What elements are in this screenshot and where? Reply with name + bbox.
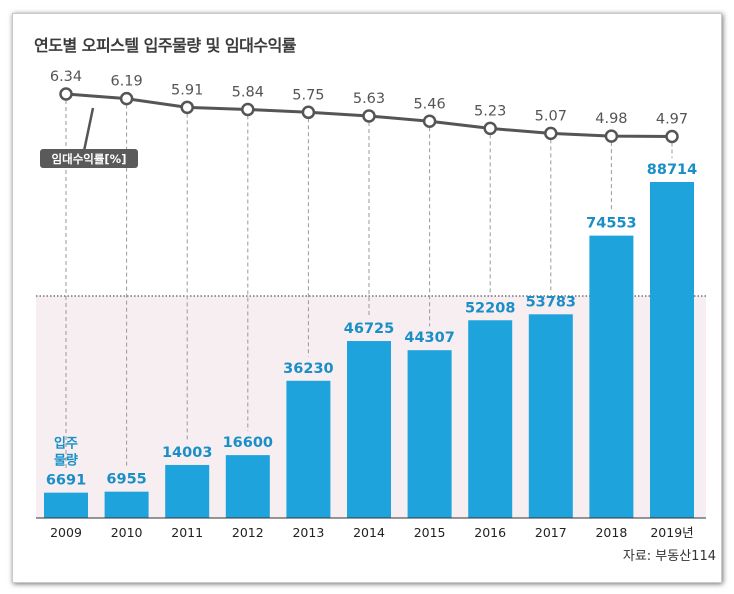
line-series-label-box [40,149,138,168]
line-point [665,129,679,144]
bar-value-label: 44307 [404,330,454,346]
x-tick-label: 2017 [535,525,567,540]
x-tick-label: 2014 [353,525,385,540]
line-point [301,105,316,120]
bar-series-label-line2: 물량 [54,454,78,469]
bar [407,350,452,518]
bar-value-label: 36230 [283,361,333,377]
x-tick-label: 2012 [232,525,264,540]
bar [468,320,513,518]
bar [286,380,331,518]
bar-value-label: 88714 [647,162,697,178]
line-value-label: 4.98 [595,111,627,127]
source-note: 자료: 부동산114 [622,549,716,564]
x-tick-label: 2018 [595,525,627,540]
line-value-label: 5.07 [535,108,567,124]
line-point [119,91,134,106]
x-tick-label: 2019년 [650,525,693,540]
line-point [180,100,194,115]
bar-value-label: 6691 [46,473,86,489]
bar-value-label: 53783 [526,294,576,310]
line-series-label: 임대수익률[%] [40,107,138,168]
bar-value-label: 16600 [223,435,273,451]
line-value-label: 5.63 [353,91,385,107]
chart-title: 연도별 오피스텔 입주물량 및 임대수익률 [34,36,297,55]
line-value-label: 5.46 [413,96,445,112]
bar-value-label: 74553 [586,216,636,232]
bar [650,182,694,518]
line-value-label: 6.34 [50,69,82,85]
line-value-label: 6.19 [110,74,142,90]
line-series-label-text: 임대수익률[%] [52,152,127,166]
line-value-label: 5.91 [171,82,203,98]
line-value-label: 5.84 [232,85,264,101]
line-point [422,114,437,129]
line-point [604,129,619,143]
x-tick-label: 2016 [474,525,506,540]
bar [44,492,88,518]
bar [165,464,210,518]
bar-series-label: 입주물량 [54,437,78,469]
bar-value-label: 14003 [162,445,212,461]
bar [589,235,634,519]
x-tick-label: 2009 [50,525,82,540]
bar [347,341,391,518]
line-point [362,109,376,123]
line-series-label-pointer [82,107,95,152]
line-point [59,87,73,101]
x-tick-label: 2015 [414,525,446,540]
bar-value-label: 52208 [465,300,515,316]
bar-value-label: 6955 [106,472,146,488]
line-value-label: 5.23 [474,103,506,119]
bar [528,314,573,518]
bar-series-label-line1: 입주 [54,437,78,452]
line-value-label: 5.75 [292,87,324,103]
bar-value-label: 46725 [344,321,394,337]
line-point [483,121,497,136]
line-value-label: 4.97 [656,111,688,127]
x-tick-label: 2013 [292,525,324,540]
line-point [544,126,558,141]
bar [104,491,149,518]
line-point [241,102,255,117]
x-tick-label: 2011 [171,525,203,540]
x-tick-label: 2010 [111,525,143,540]
bar [225,455,270,518]
